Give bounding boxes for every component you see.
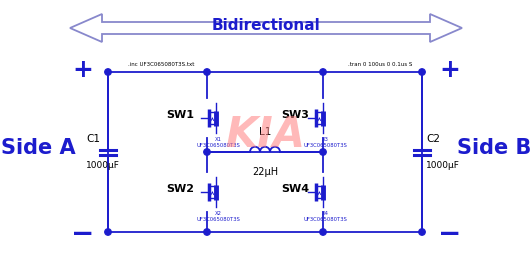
Text: C2: C2 [426, 134, 440, 144]
Text: X3
UF3C065080T3S: X3 UF3C065080T3S [303, 137, 347, 148]
Circle shape [320, 69, 326, 75]
Text: SW4: SW4 [281, 184, 309, 194]
Circle shape [320, 229, 326, 235]
Text: Side A: Side A [1, 138, 75, 158]
Circle shape [204, 149, 210, 155]
Circle shape [320, 149, 326, 155]
Text: +: + [439, 58, 461, 82]
Text: X4
UF3C065080T3S: X4 UF3C065080T3S [303, 211, 347, 222]
Circle shape [204, 229, 210, 235]
Text: 1000μF: 1000μF [86, 161, 120, 169]
Text: SW2: SW2 [166, 184, 194, 194]
Text: Side B: Side B [457, 138, 530, 158]
Text: KIA: KIA [225, 114, 305, 156]
Circle shape [204, 69, 210, 75]
Text: L1: L1 [259, 127, 271, 137]
Text: SW3: SW3 [281, 110, 309, 120]
Text: .tran 0 100us 0 0.1us S: .tran 0 100us 0 0.1us S [348, 62, 412, 68]
Text: −: − [438, 220, 462, 248]
Text: X2
UF3C065080T3S: X2 UF3C065080T3S [196, 211, 240, 222]
Text: +: + [73, 58, 93, 82]
Circle shape [105, 69, 111, 75]
Circle shape [105, 229, 111, 235]
Text: X1
UF3C065080T3S: X1 UF3C065080T3S [196, 137, 240, 148]
Text: −: − [72, 220, 95, 248]
Text: 1000μF: 1000μF [426, 161, 460, 169]
Circle shape [419, 229, 425, 235]
Text: SW1: SW1 [166, 110, 194, 120]
Text: 22μH: 22μH [252, 167, 278, 177]
Text: Bidirectional: Bidirectional [211, 17, 320, 33]
Text: .inc UF3C065080T3S.txt: .inc UF3C065080T3S.txt [128, 62, 195, 68]
Text: C1: C1 [86, 134, 100, 144]
Circle shape [419, 69, 425, 75]
